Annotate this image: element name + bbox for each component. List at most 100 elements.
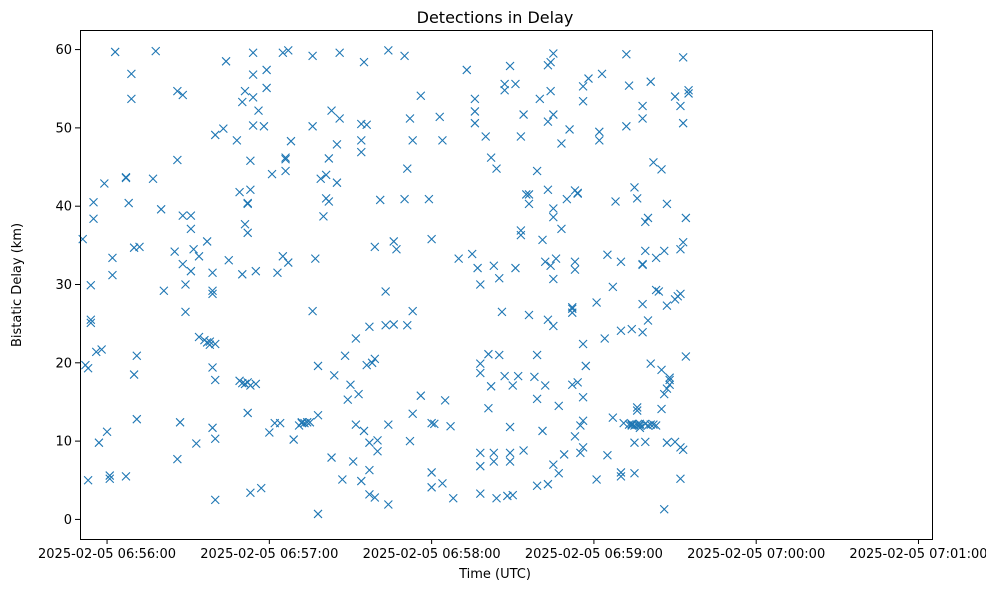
data-point (651, 421, 661, 430)
data-point (408, 409, 418, 419)
data-point (592, 475, 601, 484)
data-point (232, 136, 242, 145)
data-point (540, 381, 550, 390)
data-point (356, 147, 366, 157)
data-point (508, 381, 518, 390)
data-point (662, 199, 672, 209)
data-point (508, 490, 518, 500)
data-point (99, 179, 109, 188)
data-point (86, 315, 96, 325)
data-point (237, 97, 247, 107)
data-point (354, 389, 363, 399)
data-point (640, 437, 650, 447)
data-point (373, 435, 382, 445)
data-point (121, 471, 131, 481)
data-point (210, 339, 220, 349)
data-point (616, 257, 626, 267)
data-point (592, 298, 601, 307)
data-point (676, 244, 685, 254)
data-point (657, 404, 666, 414)
data-point (681, 352, 691, 361)
data-point (240, 379, 250, 389)
y-tick-label: 30 (55, 278, 72, 293)
data-point (262, 65, 272, 75)
x-tick-label: 2025-02-05 06:59:00 (525, 547, 663, 562)
data-point (467, 249, 477, 259)
data-point (532, 350, 542, 360)
data-point (524, 190, 534, 199)
data-point (684, 89, 693, 98)
data-point (530, 372, 539, 382)
data-point (332, 139, 342, 149)
data-point (324, 154, 334, 163)
data-point (670, 92, 680, 101)
data-point (489, 448, 499, 458)
data-point (659, 389, 669, 399)
data-point (632, 406, 642, 415)
y-tick-label: 60 (55, 43, 72, 58)
data-point (532, 481, 542, 491)
data-point (665, 373, 675, 383)
data-point (416, 391, 426, 401)
data-point (248, 121, 258, 130)
data-point (578, 442, 588, 452)
data-point (573, 377, 583, 387)
data-point (181, 307, 190, 317)
data-point (210, 130, 220, 140)
data-point (630, 468, 639, 478)
data-point (562, 194, 572, 204)
data-point (281, 154, 290, 164)
data-point (651, 285, 661, 295)
data-point (546, 57, 556, 67)
data-point (351, 334, 361, 343)
data-point (175, 417, 185, 427)
data-point (676, 101, 685, 111)
y-tick-label: 10 (55, 435, 72, 450)
data-point (548, 49, 558, 58)
data-point (308, 121, 317, 131)
data-point (129, 370, 139, 379)
data-point (597, 69, 607, 79)
data-point (489, 261, 499, 271)
data-point (362, 120, 372, 130)
data-point (316, 174, 326, 184)
data-point (281, 166, 290, 176)
data-point (492, 493, 501, 503)
data-point (678, 445, 688, 455)
data-point (630, 438, 639, 448)
data-point (416, 91, 426, 101)
data-point (678, 118, 688, 128)
data-point (254, 106, 263, 116)
data-point (256, 483, 266, 493)
data-point (83, 475, 93, 485)
data-point (638, 101, 647, 111)
data-point (365, 322, 374, 332)
data-point (208, 423, 217, 433)
data-point (638, 260, 647, 270)
data-point (132, 351, 142, 361)
data-point (243, 408, 253, 418)
data-point (462, 65, 472, 75)
points-layer (78, 45, 693, 519)
x-tick-label: 2025-02-05 07:01:00 (849, 547, 986, 562)
data-point (348, 457, 358, 466)
data-point (554, 401, 564, 411)
data-point (427, 468, 437, 477)
data-point (573, 189, 583, 199)
data-point (267, 169, 277, 179)
data-point (632, 403, 642, 412)
data-point (627, 324, 637, 334)
data-point (640, 217, 650, 227)
data-point (248, 70, 258, 80)
data-point (356, 136, 366, 145)
data-point (486, 381, 496, 391)
data-point (557, 139, 566, 148)
data-point (678, 237, 688, 247)
data-point (543, 185, 553, 195)
data-point (186, 211, 196, 220)
data-point (248, 92, 258, 102)
data-point (640, 246, 650, 256)
data-point (246, 156, 255, 166)
x-tick-label: 2025-02-05 07:00:00 (687, 547, 825, 562)
data-point (408, 306, 418, 316)
